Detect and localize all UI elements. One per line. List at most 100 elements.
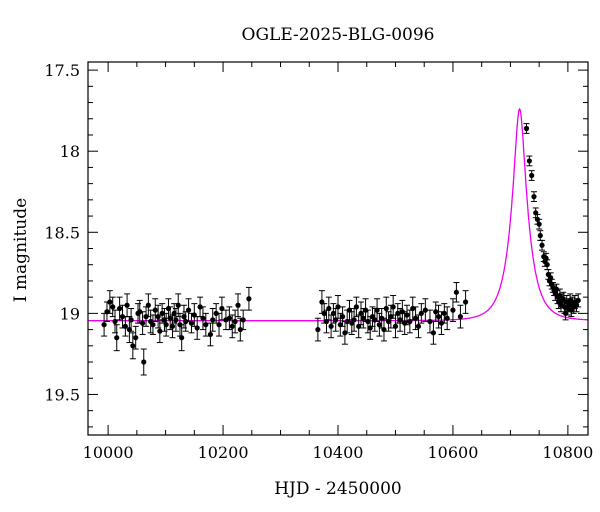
model-curve-layer [88, 107, 588, 322]
point-marker [397, 317, 403, 323]
point-marker [173, 317, 179, 323]
point-marker [110, 304, 116, 310]
data-point [392, 314, 399, 339]
point-marker [240, 317, 246, 323]
data-point [422, 298, 429, 322]
point-marker [203, 322, 209, 328]
point-marker [117, 305, 123, 312]
point-marker [152, 307, 158, 313]
point-marker [335, 304, 341, 310]
point-marker [179, 335, 185, 341]
point-marker [169, 323, 176, 329]
point-marker [531, 194, 537, 200]
point-marker [376, 322, 382, 328]
point-marker [360, 315, 366, 321]
point-marker [390, 304, 396, 310]
point-marker [124, 302, 130, 308]
point-marker [330, 310, 337, 316]
point-marker [326, 305, 332, 312]
point-marker [328, 323, 334, 329]
data-point [453, 282, 460, 303]
point-marker [412, 315, 419, 321]
point-marker [200, 315, 206, 321]
data-point [122, 316, 129, 337]
point-marker [526, 158, 532, 164]
data-point [418, 303, 425, 324]
point-marker [130, 343, 136, 349]
data-point [530, 191, 537, 202]
point-marker [133, 335, 139, 341]
point-marker [229, 323, 235, 329]
point-marker [163, 322, 169, 328]
data-point [449, 298, 456, 322]
data-point [163, 312, 170, 337]
data-points-layer [101, 123, 582, 376]
data-point [229, 314, 236, 339]
y-tick-labels: 17.5 18 18.5 19 19.5 [44, 61, 80, 404]
point-marker [210, 317, 216, 323]
data-point [348, 311, 355, 335]
data-point [199, 306, 206, 331]
data-point [240, 309, 247, 331]
data-point [178, 324, 185, 352]
data-point [188, 312, 195, 334]
point-marker [150, 322, 156, 328]
point-marker [374, 307, 380, 313]
point-marker [128, 317, 134, 323]
y-tick-label: 18 [60, 142, 80, 161]
point-marker [453, 289, 459, 295]
point-marker [112, 318, 118, 325]
point-marker [246, 296, 252, 302]
point-marker [462, 299, 469, 305]
point-marker [529, 172, 535, 179]
point-marker [415, 323, 422, 329]
point-marker [430, 330, 437, 336]
data-point [406, 309, 413, 334]
x-tick-label: 10800 [542, 443, 593, 462]
point-marker [523, 125, 530, 132]
data-point [526, 155, 533, 167]
point-marker [141, 359, 147, 365]
point-marker [383, 305, 389, 312]
point-marker [139, 320, 146, 326]
data-point [145, 293, 152, 318]
data-point [387, 304, 394, 329]
data-point [544, 259, 551, 271]
data-point [101, 312, 108, 337]
data-point [140, 348, 147, 376]
data-point [335, 295, 341, 319]
point-marker [155, 314, 161, 320]
data-point [175, 293, 182, 318]
point-marker [395, 310, 401, 316]
data-point [106, 290, 113, 314]
point-marker [321, 310, 327, 316]
point-marker [435, 314, 442, 320]
data-point [430, 320, 437, 345]
point-marker [226, 315, 232, 321]
data-point [462, 290, 469, 314]
data-point [415, 314, 422, 339]
point-marker [381, 326, 387, 333]
point-marker [539, 242, 545, 248]
y-tick-label: 18.5 [44, 223, 80, 242]
data-point [226, 306, 233, 331]
point-marker [433, 309, 439, 315]
data-point [523, 123, 530, 134]
point-marker [159, 310, 165, 316]
point-marker [315, 326, 321, 333]
point-marker [207, 331, 214, 338]
data-point [103, 301, 110, 322]
y-tick-label: 19.5 [44, 385, 80, 404]
point-marker [441, 310, 447, 316]
data-point [536, 218, 543, 230]
point-marker [194, 325, 200, 331]
data-point [403, 304, 410, 326]
point-marker [175, 302, 181, 308]
data-point [435, 304, 442, 329]
point-marker [544, 262, 550, 268]
point-marker [339, 314, 346, 320]
plot-frame [87, 61, 589, 436]
data-point [528, 170, 535, 181]
point-marker [232, 318, 238, 325]
point-marker [122, 323, 128, 329]
